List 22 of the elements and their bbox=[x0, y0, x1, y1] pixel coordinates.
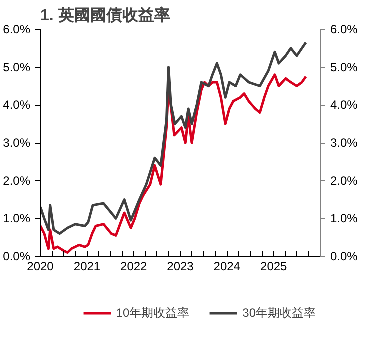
y-tick-label: 6.0% bbox=[3, 22, 31, 36]
y-tick-label: 3.0% bbox=[3, 136, 31, 150]
y2-tick-label: 6.0% bbox=[330, 22, 358, 36]
y2-tick-label: 0.0% bbox=[330, 250, 358, 264]
line-series bbox=[40, 41, 308, 236]
y-tick-label: 1.0% bbox=[3, 212, 31, 226]
legend-label: 10年期收益率 bbox=[116, 304, 190, 322]
x-tick-label: 2025 bbox=[260, 260, 288, 274]
legend-label: 30年期收益率 bbox=[242, 304, 316, 322]
y2-tick-label: 4.0% bbox=[330, 98, 358, 112]
x-tick-label: 2022 bbox=[120, 260, 148, 274]
y-tick-label: 2.0% bbox=[3, 174, 31, 188]
y2-tick-label: 2.0% bbox=[330, 174, 358, 188]
y-tick-label: 5.0% bbox=[3, 60, 31, 74]
x-tick-label: 2021 bbox=[74, 260, 101, 274]
x-tick-label: 2024 bbox=[214, 260, 241, 274]
y2-tick-label: 3.0% bbox=[330, 136, 358, 150]
x-tick-label: 2023 bbox=[167, 260, 194, 274]
chart-title: 1. 英國國債收益率 bbox=[40, 6, 170, 24]
y2-tick-label: 5.0% bbox=[330, 60, 358, 74]
y2-tick-label: 1.0% bbox=[330, 212, 358, 226]
y-tick-label: 4.0% bbox=[3, 98, 31, 112]
